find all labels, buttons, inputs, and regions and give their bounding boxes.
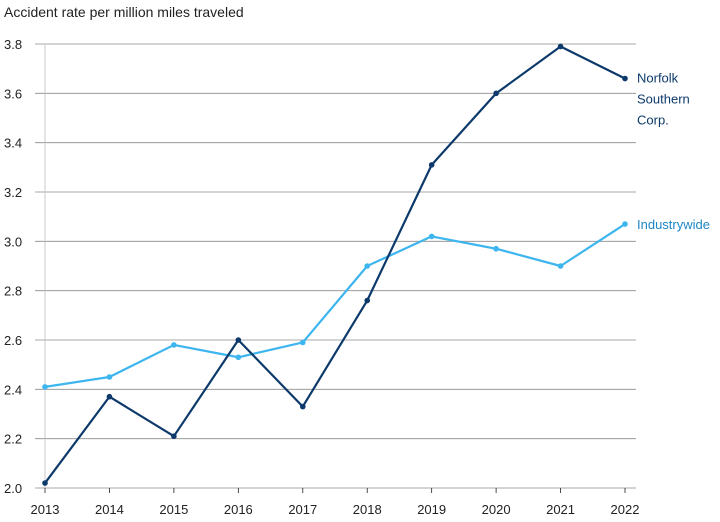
- y-tick-label: 2.4: [4, 382, 22, 397]
- data-point: [493, 90, 499, 97]
- data-point: [622, 221, 628, 227]
- x-tick-label: 2014: [95, 502, 124, 517]
- gridlines: [35, 43, 636, 489]
- series-layer: [42, 43, 628, 486]
- data-point: [106, 393, 113, 400]
- y-tick-label: 3.8: [4, 37, 22, 52]
- data-point: [106, 374, 113, 380]
- data-point: [557, 43, 564, 50]
- data-point: [235, 337, 242, 343]
- x-tick-label: 2017: [288, 502, 317, 517]
- data-point: [622, 75, 628, 82]
- x-tick-label: 2019: [417, 502, 446, 517]
- y-tick-label: 3.2: [4, 185, 22, 200]
- series-line-1: [44, 223, 626, 388]
- y-axis-label: Accident rate per million miles traveled: [4, 4, 244, 20]
- y-tick-label: 2.8: [4, 284, 22, 299]
- data-point: [171, 433, 177, 440]
- data-point: [235, 354, 242, 361]
- data-point: [299, 403, 306, 410]
- series-label-line: Norfolk: [637, 71, 679, 86]
- x-tick-label: 2016: [224, 502, 253, 517]
- x-tick-labels: 2013 2014 2015 2016 2017 2018 2019 2020 2021 2022: [31, 488, 640, 517]
- y-tick-label: 3.0: [4, 234, 22, 249]
- x-tick-label: 2020: [482, 502, 511, 517]
- y-tick-label: 2.6: [4, 333, 22, 348]
- y-tick-label: 2.0: [4, 481, 22, 496]
- data-point: [42, 480, 48, 486]
- y-tick-labels: 2.0 2.2 2.4 2.6 2.8 3.0 3.2 3.4 3.6 3.8: [4, 37, 22, 496]
- data-point: [557, 263, 564, 269]
- series-label-line: Industrywide: [637, 217, 710, 232]
- x-tick-label: 2015: [159, 502, 188, 517]
- data-point: [493, 245, 499, 252]
- data-point: [42, 384, 48, 390]
- data-point: [299, 339, 306, 346]
- y-tick-label: 2.2: [4, 432, 22, 447]
- y-tick-label: 3.6: [4, 86, 22, 101]
- y-tick-label: 3.4: [4, 136, 22, 151]
- x-tick-label: 2018: [353, 502, 382, 517]
- data-point: [428, 162, 435, 168]
- data-point: [171, 342, 177, 348]
- series-labels: Norfolk Southern Corp. Industrywide: [637, 71, 710, 233]
- data-point: [364, 297, 371, 304]
- data-point: [428, 233, 435, 240]
- x-tick-label: 2022: [611, 502, 640, 517]
- series-label-line: Southern: [637, 92, 690, 107]
- series-label-line: Corp.: [637, 113, 669, 128]
- x-tick-label: 2021: [546, 502, 575, 517]
- series-line-0: [44, 45, 626, 484]
- data-point: [364, 263, 371, 269]
- x-tick-label: 2013: [31, 502, 60, 517]
